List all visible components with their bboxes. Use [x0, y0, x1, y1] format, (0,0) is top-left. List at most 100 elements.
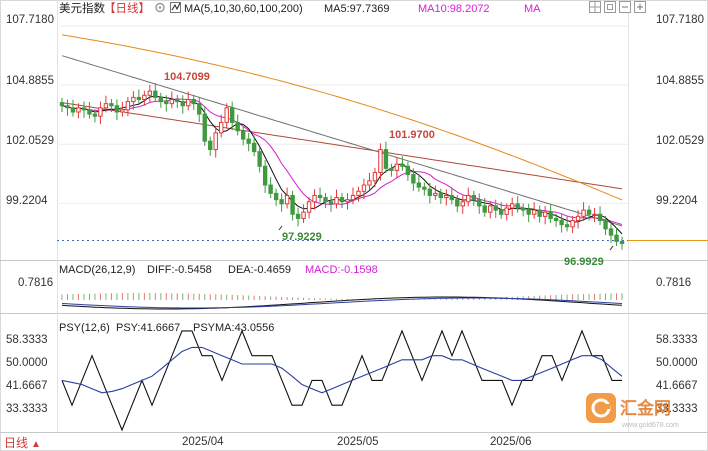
- period-selector[interactable]: 日线: [4, 436, 28, 450]
- price-tick-left: 107.7180: [6, 14, 54, 26]
- candle-body: [328, 201, 334, 205]
- ma-more-label: MA: [524, 3, 541, 15]
- candle-body: [455, 199, 460, 207]
- candle-body: [509, 203, 515, 209]
- ma5-label: MA5:97.7369: [324, 3, 389, 15]
- candle-body: [427, 188, 433, 196]
- macd-tick-left: 0.7816: [18, 277, 53, 289]
- x-tick: 2025/05: [337, 436, 379, 448]
- candle-body: [70, 107, 76, 113]
- candle-body: [186, 98, 191, 107]
- candle-body: [542, 211, 548, 217]
- candle-body: [520, 207, 526, 211]
- psy-line: [61, 329, 622, 432]
- candle-body: [295, 213, 301, 219]
- candle-body: [499, 209, 504, 215]
- candle-body: [257, 151, 262, 167]
- settings-icon[interactable]: [155, 2, 165, 13]
- candle-body: [169, 98, 175, 105]
- candle-body: [570, 220, 575, 228]
- candle-body: [273, 192, 279, 201]
- candle-body: [213, 132, 218, 151]
- candle-body: [262, 165, 268, 186]
- candle-body: [394, 163, 400, 171]
- psyma-line: [61, 346, 623, 394]
- candle-body: [284, 194, 290, 205]
- candle-body: [153, 90, 158, 98]
- price-tick-right: 107.7180: [656, 14, 704, 26]
- candle-body: [378, 149, 383, 174]
- psy-title: PSY(12,6): [59, 322, 110, 334]
- candle-body: [197, 103, 202, 115]
- candle-body: [92, 113, 98, 117]
- minus-box-icon[interactable]: [619, 1, 631, 13]
- candle-body: [235, 121, 240, 132]
- price-tick-right: 99.2204: [656, 195, 698, 207]
- period-tag[interactable]: 【日线】: [104, 1, 150, 15]
- candle-body: [164, 101, 169, 105]
- candle-body: [87, 109, 92, 115]
- candle-body: [98, 107, 103, 117]
- watermark-brand: 汇金网: [620, 398, 671, 418]
- macd-title: MACD(26,12,9): [59, 264, 135, 276]
- candle-body: [581, 209, 586, 217]
- candle-body: [208, 140, 213, 151]
- candle-body: [614, 234, 619, 242]
- candle-body: [81, 107, 87, 111]
- macd-diff: DIFF:-0.5458: [147, 264, 212, 276]
- candle-body: [350, 194, 356, 201]
- candle-body: [416, 182, 422, 188]
- watermark-logo: 汇金网 www.gold678.com: [586, 393, 679, 429]
- candle-body: [504, 207, 509, 215]
- psy-tick-left: 33.3333: [6, 403, 48, 415]
- ma-params-label: MA(5,10,30,60,100,200): [184, 3, 303, 15]
- macd-dea-line: [61, 297, 623, 309]
- psy-tick-right: 58.3333: [656, 334, 698, 346]
- candle-body: [367, 180, 372, 186]
- candle-body: [361, 184, 367, 192]
- candle-body: [438, 192, 444, 199]
- candle-body: [120, 109, 125, 113]
- price-tick-left: 104.8855: [6, 75, 54, 87]
- plus-box-icon[interactable]: [634, 1, 646, 13]
- low-annotation-pointer: [278, 225, 283, 231]
- macd-value: MACD:-0.1598: [305, 264, 378, 276]
- layers-icon[interactable]: [604, 1, 616, 13]
- macd-tick-right: 0.7816: [656, 277, 691, 289]
- candle-body: [279, 199, 284, 205]
- candle-body: [191, 98, 196, 105]
- candle-body: [158, 96, 164, 103]
- candle-body: [317, 194, 323, 199]
- psy-tick-left: 41.6667: [6, 380, 48, 392]
- candle-body: [301, 211, 306, 219]
- candle-body: [603, 220, 608, 230]
- candle-body: [460, 201, 465, 207]
- candle-body: [488, 205, 493, 213]
- candle-body: [433, 192, 438, 196]
- candle-body: [323, 197, 328, 203]
- candle-body: [608, 228, 614, 236]
- candle-body: [306, 201, 312, 213]
- candle-body: [586, 209, 592, 215]
- candle-body: [76, 107, 81, 113]
- x-tick: 2025/06: [490, 436, 532, 448]
- grid-icon[interactable]: [589, 1, 601, 13]
- candle-body: [224, 107, 229, 123]
- candle-body: [449, 194, 455, 201]
- candle-body: [131, 96, 136, 103]
- candle-body: [619, 240, 625, 244]
- candle-body: [312, 194, 317, 203]
- candle-body: [246, 138, 251, 144]
- candle-body: [592, 213, 597, 216]
- price-tick-left: 99.2204: [6, 195, 48, 207]
- price-tick-right: 104.8855: [656, 75, 704, 87]
- candle-body: [339, 197, 345, 203]
- candle-body: [290, 194, 295, 215]
- period-arrow-icon[interactable]: ▲: [31, 439, 41, 450]
- candle-body: [537, 209, 542, 217]
- candle-body: [564, 224, 570, 228]
- candle-body: [559, 220, 564, 226]
- candle-body: [597, 213, 603, 222]
- low-annotation: 96.9929: [564, 256, 604, 268]
